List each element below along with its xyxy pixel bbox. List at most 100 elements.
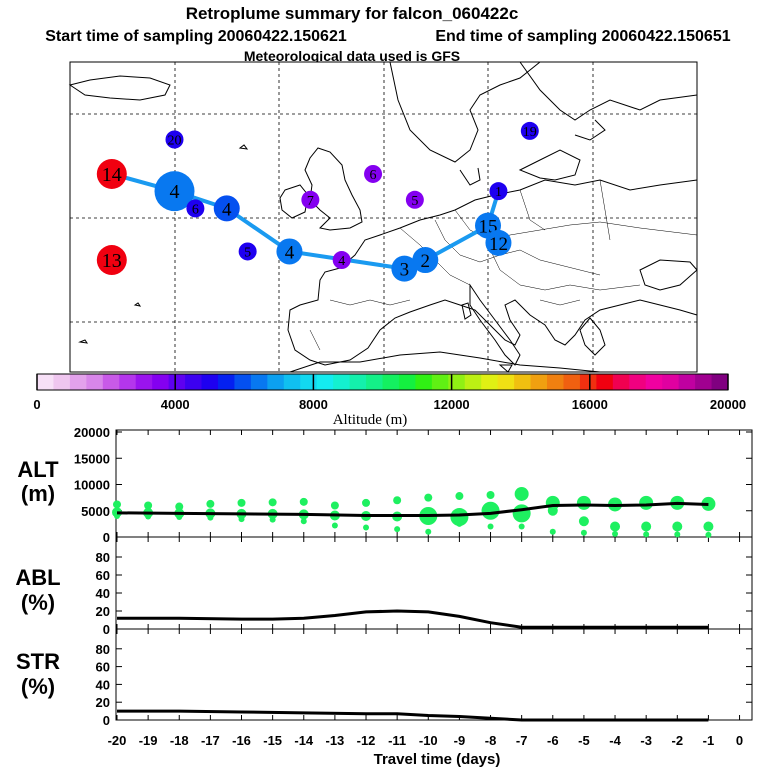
alt-point [363,524,370,531]
colorbar-swatch [431,374,449,390]
alt-point [481,501,500,520]
coastlines [68,61,698,373]
x-tick-label: -2 [672,733,684,748]
colorbar-swatch [300,374,318,390]
colorbar-swatch [678,374,696,390]
x-tick-label: -11 [388,733,406,748]
alt-point [514,486,529,501]
colorbar-tick-label: 4000 [161,397,190,412]
x-tick-label: -15 [263,733,282,748]
time-series-panels: 0 5000 10000 15000 20000 0 20 40 60 80 0 20 40 60 80 [74,425,753,728]
colorbar-swatch [464,374,482,390]
cluster-label: 6 [192,202,199,217]
alt-point [331,522,338,529]
colorbar-swatch [152,374,170,390]
alt-point [486,491,495,499]
altitude-colorbar: 0 4000 8000 12000 16000 20000 [33,373,746,412]
start-time-label: Start time of sampling 20060422.150621 [45,28,347,45]
alt-point [145,513,152,520]
cluster-marker [301,190,320,209]
cluster-label: 1 [495,185,502,200]
colorbar-swatch [629,374,647,390]
cluster-label: 19 [523,125,537,140]
alt-point [299,497,308,506]
str-label: STR [16,649,60,674]
x-tick-label: -10 [419,733,438,748]
colorbar-tick-label: 16000 [572,397,608,412]
cluster-marker [364,164,383,183]
colorbar-swatch [349,374,367,390]
map-gridlines [70,62,697,372]
y-tick-label: 5000 [81,504,110,519]
colorbar-swatch [316,374,334,390]
colorbar-swatch [382,374,400,390]
alt-label: ALT [17,457,59,482]
y-tick-label: 0 [103,713,110,728]
colorbar-swatch [250,374,268,390]
colorbar-swatch [168,374,186,390]
cluster-marker [520,121,539,140]
alt-point [300,518,307,525]
cluster-marker [186,199,205,218]
colorbar-swatch [201,374,219,390]
alt-point [394,526,401,533]
panels-frame [115,429,753,721]
colorbar-swatch [37,374,54,390]
alt-point [238,516,245,523]
alt-point [330,501,339,510]
str-unit-label: (%) [21,674,55,699]
colorbar-swatch [514,374,532,390]
colorbar-swatch [415,374,433,390]
colorbar-title: Altitude (m) [333,412,408,428]
panel-lines [116,501,709,722]
alt-point [672,521,683,532]
abl-unit-label: (%) [21,590,55,615]
cluster-marker [276,238,303,265]
cluster-label: 20 [168,134,182,149]
y-tick-label: 10000 [74,478,110,493]
alt-point [450,508,469,527]
colorbar-swatch [596,374,614,390]
alt-point [176,514,183,521]
alt-point [610,521,621,532]
alt-point [268,498,277,507]
alt-point [393,496,402,505]
x-tick-label: -13 [325,733,344,748]
alt-mean-line [116,501,709,517]
cluster-label: 7 [307,194,314,209]
colorbar-swatch [579,374,597,390]
alt-point [580,529,587,536]
cluster-label: 4 [338,254,345,269]
str-line [117,709,709,722]
x-tick-label: -12 [357,733,376,748]
alt-point [641,521,652,532]
x-tick-label: -20 [108,733,127,748]
cluster-label: 12 [489,234,508,255]
x-tick-label: -14 [294,733,314,748]
alt-point [269,516,276,523]
cluster-marker [485,229,512,256]
colorbar-swatch [662,374,680,390]
alt-point [424,493,433,502]
alt-point [113,500,121,509]
panel-ticks: 0 5000 10000 15000 20000 0 20 40 60 80 0 20 40 60 80 [74,425,752,728]
colorbar-swatch [86,374,104,390]
colorbar-swatch [530,374,548,390]
x-tick-label: -17 [201,733,220,748]
y-tick-label: 15000 [74,451,110,466]
map-frame [69,61,698,373]
y-tick-label: 60 [96,660,110,675]
colorbar-swatch [234,374,252,390]
y-tick-label: 40 [96,677,110,692]
colorbar-swatch [711,374,729,390]
alt-point [518,523,525,530]
x-tick-label: -5 [578,733,590,748]
colorbar-swatch [217,374,235,390]
cluster-marker [332,251,351,270]
alt-point [425,528,432,535]
alt-point [674,531,681,538]
alt-point [612,530,619,537]
alt-point [549,528,556,535]
